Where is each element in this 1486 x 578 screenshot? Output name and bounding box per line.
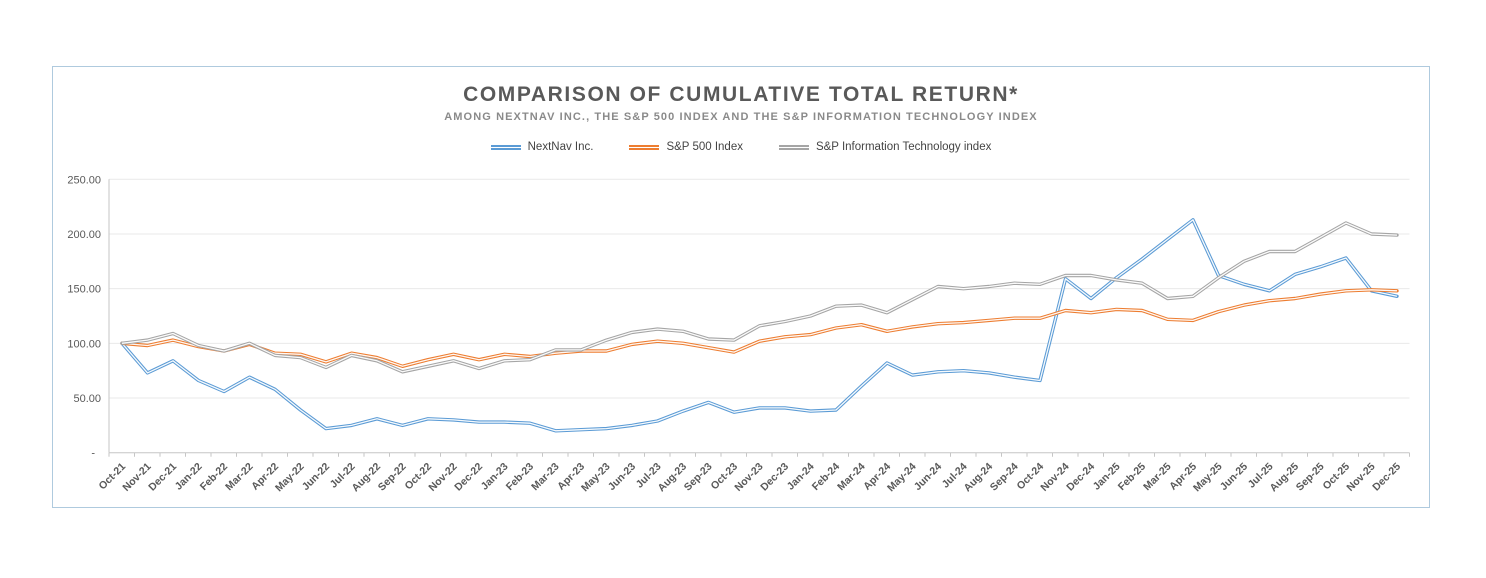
chart-title: COMPARISON OF CUMULATIVE TOTAL RETURN* bbox=[463, 83, 1019, 106]
chart-object-frame[interactable]: COMPARISON OF CUMULATIVE TOTAL RETURN* A… bbox=[52, 66, 1430, 508]
x-axis-label: May-24 bbox=[885, 461, 919, 495]
chart-subtitle: AMONG NEXTNAV INC., THE S&P 500 INDEX AN… bbox=[444, 111, 1038, 124]
x-axis-label: Mar-25 bbox=[1141, 461, 1174, 494]
y-axis-label: 50.00 bbox=[73, 393, 101, 405]
series-line-highlight bbox=[121, 289, 1398, 367]
x-axis-label: Sep-25 bbox=[1294, 461, 1327, 494]
x-axis-label: Mar-24 bbox=[835, 461, 868, 494]
legend-line-marker bbox=[778, 144, 809, 150]
legend-item-nextnav-inc-[interactable]: NextNav Inc. bbox=[490, 141, 594, 153]
y-axis-label: 250.00 bbox=[67, 174, 101, 186]
x-axis-label: May-22 bbox=[273, 461, 307, 495]
y-axis-label: 150.00 bbox=[67, 284, 101, 296]
x-axis-label: Sep-24 bbox=[988, 461, 1021, 494]
x-axis-label: Jun-24 bbox=[912, 461, 945, 494]
x-axis-label: Dec-25 bbox=[1370, 461, 1403, 494]
x-axis-label: Nov-23 bbox=[732, 461, 765, 494]
chart-plot-area: 250.00200.00150.00100.0050.00-Oct-21Nov-… bbox=[67, 174, 1410, 495]
x-axis-label: Nov-24 bbox=[1038, 461, 1071, 494]
x-axis-label: Nov-22 bbox=[426, 461, 459, 494]
x-axis-label: Aug-24 bbox=[961, 461, 995, 495]
x-axis-label: Feb-24 bbox=[810, 461, 843, 494]
x-axis-label: Feb-22 bbox=[198, 461, 231, 494]
legend-label: S&P Information Technology index bbox=[815, 141, 992, 153]
x-axis-label: Feb-23 bbox=[504, 461, 537, 494]
x-axis-label: Nov-21 bbox=[120, 461, 153, 494]
x-axis-label: Dec-24 bbox=[1064, 461, 1097, 494]
x-axis-label: Sep-22 bbox=[376, 461, 409, 494]
x-axis-label: Aug-22 bbox=[349, 461, 383, 495]
chart-title-block: COMPARISON OF CUMULATIVE TOTAL RETURN* A… bbox=[53, 83, 1429, 123]
x-axis-label: Jun-22 bbox=[300, 461, 333, 494]
x-axis-label: Feb-25 bbox=[1116, 461, 1149, 494]
legend-line-marker bbox=[490, 144, 521, 150]
y-axis-label: 100.00 bbox=[67, 338, 101, 350]
series-line-s-p-500-index[interactable] bbox=[120, 288, 1399, 368]
x-axis-label: Jun-25 bbox=[1218, 461, 1251, 494]
x-axis-label: Dec-22 bbox=[452, 461, 485, 494]
x-axis-label: Mar-23 bbox=[529, 461, 562, 494]
x-axis-label: Dec-23 bbox=[758, 461, 791, 494]
y-axis-label: - bbox=[91, 448, 95, 460]
x-axis-label: May-25 bbox=[1191, 461, 1225, 495]
x-axis-label: Sep-23 bbox=[682, 461, 715, 494]
legend-label: NextNav Inc. bbox=[527, 141, 594, 153]
x-axis-label: May-23 bbox=[579, 461, 613, 495]
x-axis-label: Dec-21 bbox=[146, 461, 179, 494]
legend-line-marker bbox=[629, 144, 660, 150]
y-axis-label: 200.00 bbox=[67, 229, 101, 241]
x-axis-label: Mar-22 bbox=[223, 461, 256, 494]
series-line-highlight bbox=[121, 222, 1398, 373]
legend-label: S&P 500 Index bbox=[666, 141, 743, 153]
legend-item-s-p-information-technology-index[interactable]: S&P Information Technology index bbox=[778, 141, 992, 153]
x-axis-label: Jun-23 bbox=[606, 461, 639, 494]
legend-item-s-p-500-index[interactable]: S&P 500 Index bbox=[629, 141, 743, 153]
series-line-highlight bbox=[121, 219, 1398, 432]
x-axis-label: Aug-23 bbox=[655, 461, 689, 495]
x-axis-label: Nov-25 bbox=[1344, 461, 1377, 494]
chart-legend: NextNav Inc. S&P 500 Index S&P Information… bbox=[53, 141, 1429, 153]
x-axis-label: Aug-25 bbox=[1267, 461, 1301, 495]
